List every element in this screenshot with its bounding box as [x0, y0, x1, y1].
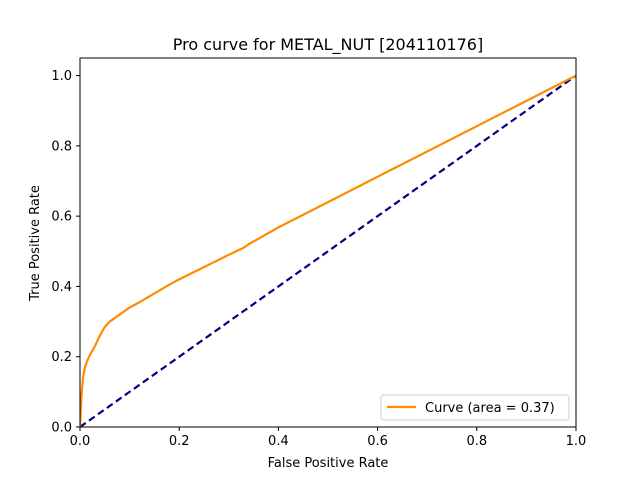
x-axis-label: False Positive Rate	[268, 456, 389, 471]
x-tick-label: 0.0	[70, 434, 91, 449]
legend-box	[380, 394, 570, 421]
chart-title: Pro curve for METAL_NUT [204110176]	[173, 35, 483, 55]
x-tick-label: 0.8	[466, 434, 487, 449]
y-tick-label: 0.6	[51, 210, 72, 225]
x-tick-label: 0.6	[367, 434, 388, 449]
legend-entry-label: Curve (area = 0.37)	[425, 401, 555, 416]
y-tick-label: 0.2	[51, 350, 72, 365]
y-axis-label: True Positive Rate	[28, 185, 43, 302]
plot-frame	[79, 57, 577, 428]
reference-diagonal-line	[80, 74, 576, 427]
x-tick-label: 1.0	[566, 434, 587, 449]
y-tick-label: 0.4	[51, 280, 72, 295]
pro-curve-line	[80, 74, 576, 427]
y-tick-label: 0.0	[51, 421, 72, 436]
legend: Curve (area = 0.37)	[380, 394, 570, 421]
y-tick-label: 1.0	[51, 69, 72, 84]
x-tick-label: 0.4	[268, 434, 289, 449]
x-tick-label: 0.2	[169, 434, 190, 449]
y-tick-label: 0.8	[51, 139, 72, 154]
